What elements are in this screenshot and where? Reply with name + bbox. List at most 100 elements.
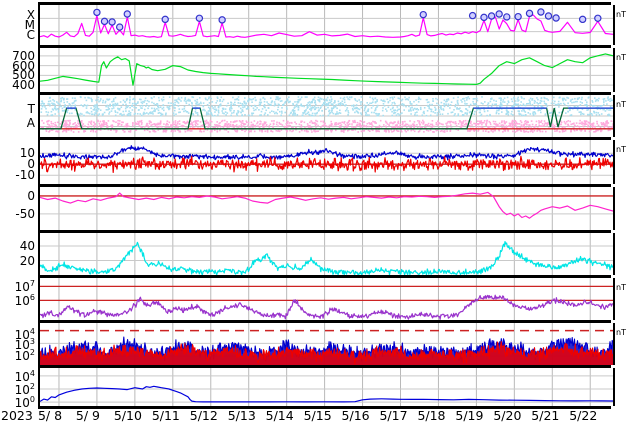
- particle-flux-log-unit-label: nT: [616, 329, 626, 337]
- x-axis-tick-12: 5/20: [493, 408, 522, 423]
- dst-index-ytick-1: -50: [15, 206, 35, 221]
- proton-flux-high-ytick-0: 107: [14, 279, 35, 295]
- temperature-density-kp-plot: [40, 95, 613, 137]
- xray-flux-panel-divider: [38, 2, 611, 5]
- ae-index-ytick-1: 20: [19, 253, 35, 268]
- x-axis-tick-14: 5/22: [569, 408, 598, 423]
- electron-flux-ytick-2: 100: [14, 395, 35, 411]
- proton-flux-high-plot: [40, 278, 613, 320]
- proton-flux-high-panel: [38, 278, 615, 320]
- solar-wind-speed-ytick-2: 500: [12, 68, 35, 83]
- imf-b-bz-ytick-0: 10: [19, 146, 35, 161]
- ae-index-series-0: [40, 241, 613, 275]
- dst-index-plot: [40, 187, 613, 230]
- flare-marker: [544, 12, 553, 20]
- electron-flux-panel-divider: [38, 365, 611, 368]
- flare-marker: [525, 9, 534, 18]
- imf-b-bz-plot: [40, 140, 613, 184]
- x-axis-tick-3: 5/11: [151, 408, 180, 423]
- x-axis-tick-0: 5/ 8: [37, 408, 63, 423]
- flare-marker: [161, 15, 169, 24]
- proton-flux-high-ytick-1: 106: [14, 293, 35, 309]
- xray-flux-ytick-1: M: [24, 18, 35, 32]
- flare-marker: [552, 14, 560, 22]
- x-axis-year-label: 2023: [1, 408, 33, 423]
- proton-flux-high-panel-divider: [38, 275, 611, 278]
- x-axis-tick-13: 5/21: [531, 408, 560, 423]
- x-axis-tick-5: 5/13: [227, 408, 256, 423]
- flare-marker: [537, 8, 545, 16]
- flare-marker: [578, 15, 587, 24]
- xray-flux-plot: [40, 5, 613, 45]
- x-axis-baseline: [38, 406, 611, 409]
- flare-marker: [419, 10, 427, 19]
- imf-b-bz-ytick-1: 0: [27, 157, 35, 172]
- particle-flux-log-plot: [40, 323, 613, 365]
- ae-index-panel-divider: [38, 230, 611, 233]
- flare-marker: [594, 14, 602, 22]
- flare-marker: [514, 12, 522, 21]
- particle-flux-log-panel-divider: [38, 320, 611, 323]
- solar-wind-speed-plot: [40, 48, 613, 92]
- x-axis-tick-8: 5/16: [341, 408, 370, 423]
- temperature-density-kp-ytick-0: T: [27, 102, 35, 116]
- dst-index-panel-divider: [38, 184, 611, 187]
- flare-marker: [195, 14, 204, 22]
- xray-flux-ytick-2: C: [26, 28, 35, 42]
- solar-wind-speed-ytick-0: 700: [12, 48, 35, 63]
- flare-marker: [503, 13, 511, 21]
- proton-flux-high-unit-label: nT: [616, 284, 626, 292]
- imf-b-bz-ytick-2: -10: [15, 168, 35, 183]
- flare-marker: [115, 23, 124, 31]
- flare-marker: [100, 17, 109, 26]
- temperature-density-kp-unit-label: nT: [616, 101, 626, 109]
- electron-flux-ytick-1: 102: [14, 381, 35, 397]
- flare-marker: [218, 16, 226, 24]
- dst-index-ytick-0: 0: [27, 188, 35, 203]
- ae-index-plot: [40, 233, 613, 275]
- dst-index-panel: [38, 187, 615, 230]
- xray-flux-panel: [38, 5, 615, 45]
- x-axis-tick-4: 5/12: [189, 408, 218, 423]
- temperature-density-kp-panel-divider: [38, 92, 611, 95]
- x-axis-tick-6: 5/14: [265, 408, 294, 423]
- imf-b-bz-series-0: [40, 145, 613, 161]
- ae-index-panel: [38, 233, 615, 275]
- temperature-density-kp-ytick-1: A: [26, 116, 35, 130]
- imf-b-bz-series-1: [40, 155, 613, 173]
- x-axis-tick-2: 5/10: [113, 408, 142, 423]
- proton-flux-high-series-0: [40, 294, 613, 320]
- temperature-density-kp-panel: [38, 95, 615, 137]
- dst-index-series-0: [40, 191, 613, 219]
- particle-flux-log-ytick-0: 104: [14, 326, 35, 342]
- x-axis-tick-10: 5/18: [417, 408, 446, 423]
- imf-magnetic-field-panel: [38, 140, 615, 184]
- flare-marker: [495, 10, 503, 18]
- flare-marker: [487, 12, 496, 20]
- xray-flux-series-0: [40, 14, 613, 38]
- x-axis-tick-9: 5/17: [379, 408, 408, 423]
- xray-flux-ytick-0: X: [26, 8, 35, 22]
- x-axis-tick-11: 5/19: [455, 408, 484, 423]
- ae-index-ytick-0: 40: [19, 239, 35, 254]
- flare-marker: [123, 10, 131, 18]
- electron-flux-panel: [38, 368, 615, 406]
- flare-marker: [108, 18, 116, 26]
- particle-flux-log-panel: [38, 323, 615, 365]
- x-axis-tick-1: 5/ 9: [75, 408, 100, 423]
- solar-wind-speed-ytick-3: 400: [12, 78, 35, 93]
- solar-wind-speed-unit-label: nT: [616, 54, 626, 62]
- electron-flux-plot: [40, 368, 613, 406]
- particle-flux-log-ytick-2: 102: [14, 347, 35, 363]
- flare-marker: [93, 8, 101, 17]
- flare-marker: [468, 11, 477, 20]
- particle-flux-log-ytick-1: 103: [14, 337, 35, 352]
- solar-wind-speed-ytick-1: 600: [12, 58, 35, 73]
- imf-magnetic-field-panel-divider: [38, 137, 611, 140]
- electron-flux-ytick-0: 104: [14, 368, 35, 384]
- x-axis-tick-7: 5/15: [303, 408, 332, 423]
- solar-wind-speed-panel-divider: [38, 45, 611, 48]
- flare-marker: [480, 13, 488, 22]
- electron-flux-series-0: [40, 385, 613, 403]
